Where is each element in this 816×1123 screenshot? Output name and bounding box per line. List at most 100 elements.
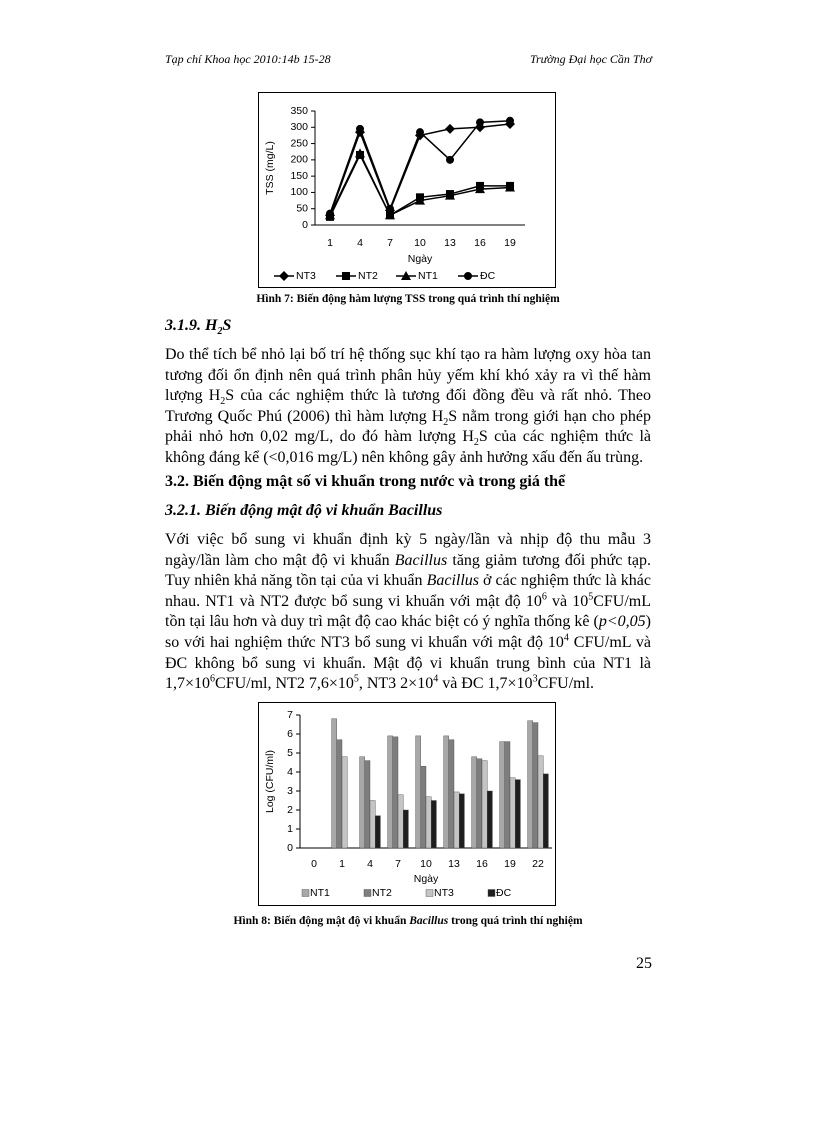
subscript: 2 [473, 437, 479, 449]
y-tick-label: 50 [296, 202, 308, 214]
figure-caption: Hình 7: Biến động hàm lượng TSS trong qu… [165, 293, 651, 305]
tss-chart: 0 50 100 150 200 250 300 350 1 4 7 10 13 16 19 Ngày TSS … [258, 92, 556, 288]
bar [364, 760, 371, 849]
bar [359, 756, 365, 849]
superscript: 5 [353, 673, 359, 685]
italic-run: Bacillus [426, 572, 479, 590]
text-run: CFU/mL tồn tại lâu hơn và duy trì mật độ… [165, 592, 651, 631]
y-tick-label: 2 [287, 804, 293, 816]
marker [356, 124, 364, 133]
y-tick-label: 200 [290, 154, 308, 166]
x-axis-label: Ngày [414, 873, 439, 885]
y-tick-label: 5 [287, 747, 293, 759]
y-tick-label: 1 [287, 823, 293, 835]
bar [486, 790, 493, 849]
chart-frame [258, 92, 556, 288]
text-run: và ĐC 1,7×10 [438, 675, 533, 693]
y-tick-label: 4 [287, 766, 293, 778]
marker [464, 272, 472, 280]
marker [475, 122, 485, 133]
bar [420, 766, 427, 849]
legend-swatch [487, 889, 496, 897]
legend-swatch [301, 889, 310, 897]
text-run: CFU/ml, NT2 7,6×10 [215, 675, 354, 693]
caption-text: Hình 7: Biến động hàm lượng TSS trong qu… [256, 293, 560, 305]
bar [369, 800, 376, 849]
caption-text: Hình 8: Biến động mật độ vi khuẩn [233, 915, 410, 927]
bar [448, 739, 455, 849]
x-tick-label: 10 [420, 858, 432, 870]
bar [504, 741, 511, 849]
x-tick-label: 4 [357, 237, 363, 249]
legend-label: NT2 [372, 887, 392, 899]
text-run: Do thể tích bể nhỏ lại bố trí hệ thống s… [165, 346, 651, 405]
text-run: , NT3 2×10 [358, 675, 434, 693]
subscript: 2 [217, 326, 223, 338]
marker [416, 128, 424, 137]
text-run: và 10 [546, 592, 589, 610]
heading-text: S [222, 317, 232, 334]
x-tick-label: 7 [387, 237, 393, 249]
bar [331, 718, 337, 849]
x-axis-label: Ngày [408, 253, 433, 265]
x-tick-label: 22 [532, 858, 544, 870]
section-heading: 3.2.1. Biến động mật độ vi khuẩn Bacillu… [165, 502, 443, 519]
marker [326, 209, 334, 218]
bar [336, 739, 343, 849]
marker [279, 271, 289, 281]
subscript: 2 [220, 396, 226, 408]
text-run: tăng giảm tương đối phức tạp. Tuy nhiên … [165, 551, 651, 590]
bar [415, 735, 422, 849]
x-tick-label: 13 [444, 237, 456, 249]
text-run: CFU/mL và ĐC không bổ sung vi khuẩn. Mật… [165, 633, 652, 693]
bar [471, 756, 478, 849]
page-number: 25 [636, 955, 652, 972]
bar [443, 735, 450, 849]
y-tick-label: 100 [290, 186, 308, 198]
marker [475, 184, 485, 194]
y-axis-label: TSS (mg/L) [264, 141, 276, 195]
marker [506, 116, 514, 125]
bar [515, 779, 521, 849]
x-tick-label: 4 [367, 858, 373, 870]
legend-label: ĐC [480, 270, 496, 282]
italic-run: Bacillus [394, 551, 448, 569]
bar [374, 815, 381, 849]
section-heading: 3.2. Biến động mật số vi khuẩn trong nướ… [165, 473, 566, 490]
marker [342, 272, 350, 280]
legend-label: NT2 [358, 270, 378, 282]
y-tick-label: 7 [287, 709, 293, 721]
x-tick-label: 0 [311, 858, 317, 870]
bar [458, 793, 465, 849]
x-tick-label: 1 [339, 858, 345, 870]
y-tick-label: 6 [287, 728, 293, 740]
legend-swatch [425, 889, 434, 897]
bar [430, 800, 437, 849]
superscript: 5 [588, 591, 594, 603]
y-tick-label: 300 [290, 121, 308, 133]
caption-italic: Bacillus [409, 915, 449, 927]
y-tick-label: 250 [290, 137, 308, 149]
caption-text: trong quá trình thí nghiệm [448, 915, 583, 927]
bar [543, 773, 549, 849]
marker [386, 204, 394, 213]
italic-run: p<0,05 [598, 613, 646, 631]
superscript: 4 [563, 632, 569, 644]
text-run: CFU/ml. [537, 675, 595, 693]
y-tick-label: 0 [302, 219, 308, 231]
bar [387, 735, 394, 849]
bar [527, 720, 534, 849]
bar [509, 777, 516, 849]
section-heading: 3.1.9. H2S [165, 317, 232, 338]
legend-label: NT3 [296, 270, 316, 282]
x-tick-label: 10 [414, 237, 426, 249]
y-tick-label: 3 [287, 785, 293, 797]
marker [385, 210, 395, 220]
marker [355, 148, 365, 158]
marker [415, 195, 425, 205]
legend-label: NT3 [434, 887, 454, 899]
bar [537, 755, 544, 849]
legend-label: NT1 [310, 887, 330, 899]
bar [425, 796, 432, 849]
